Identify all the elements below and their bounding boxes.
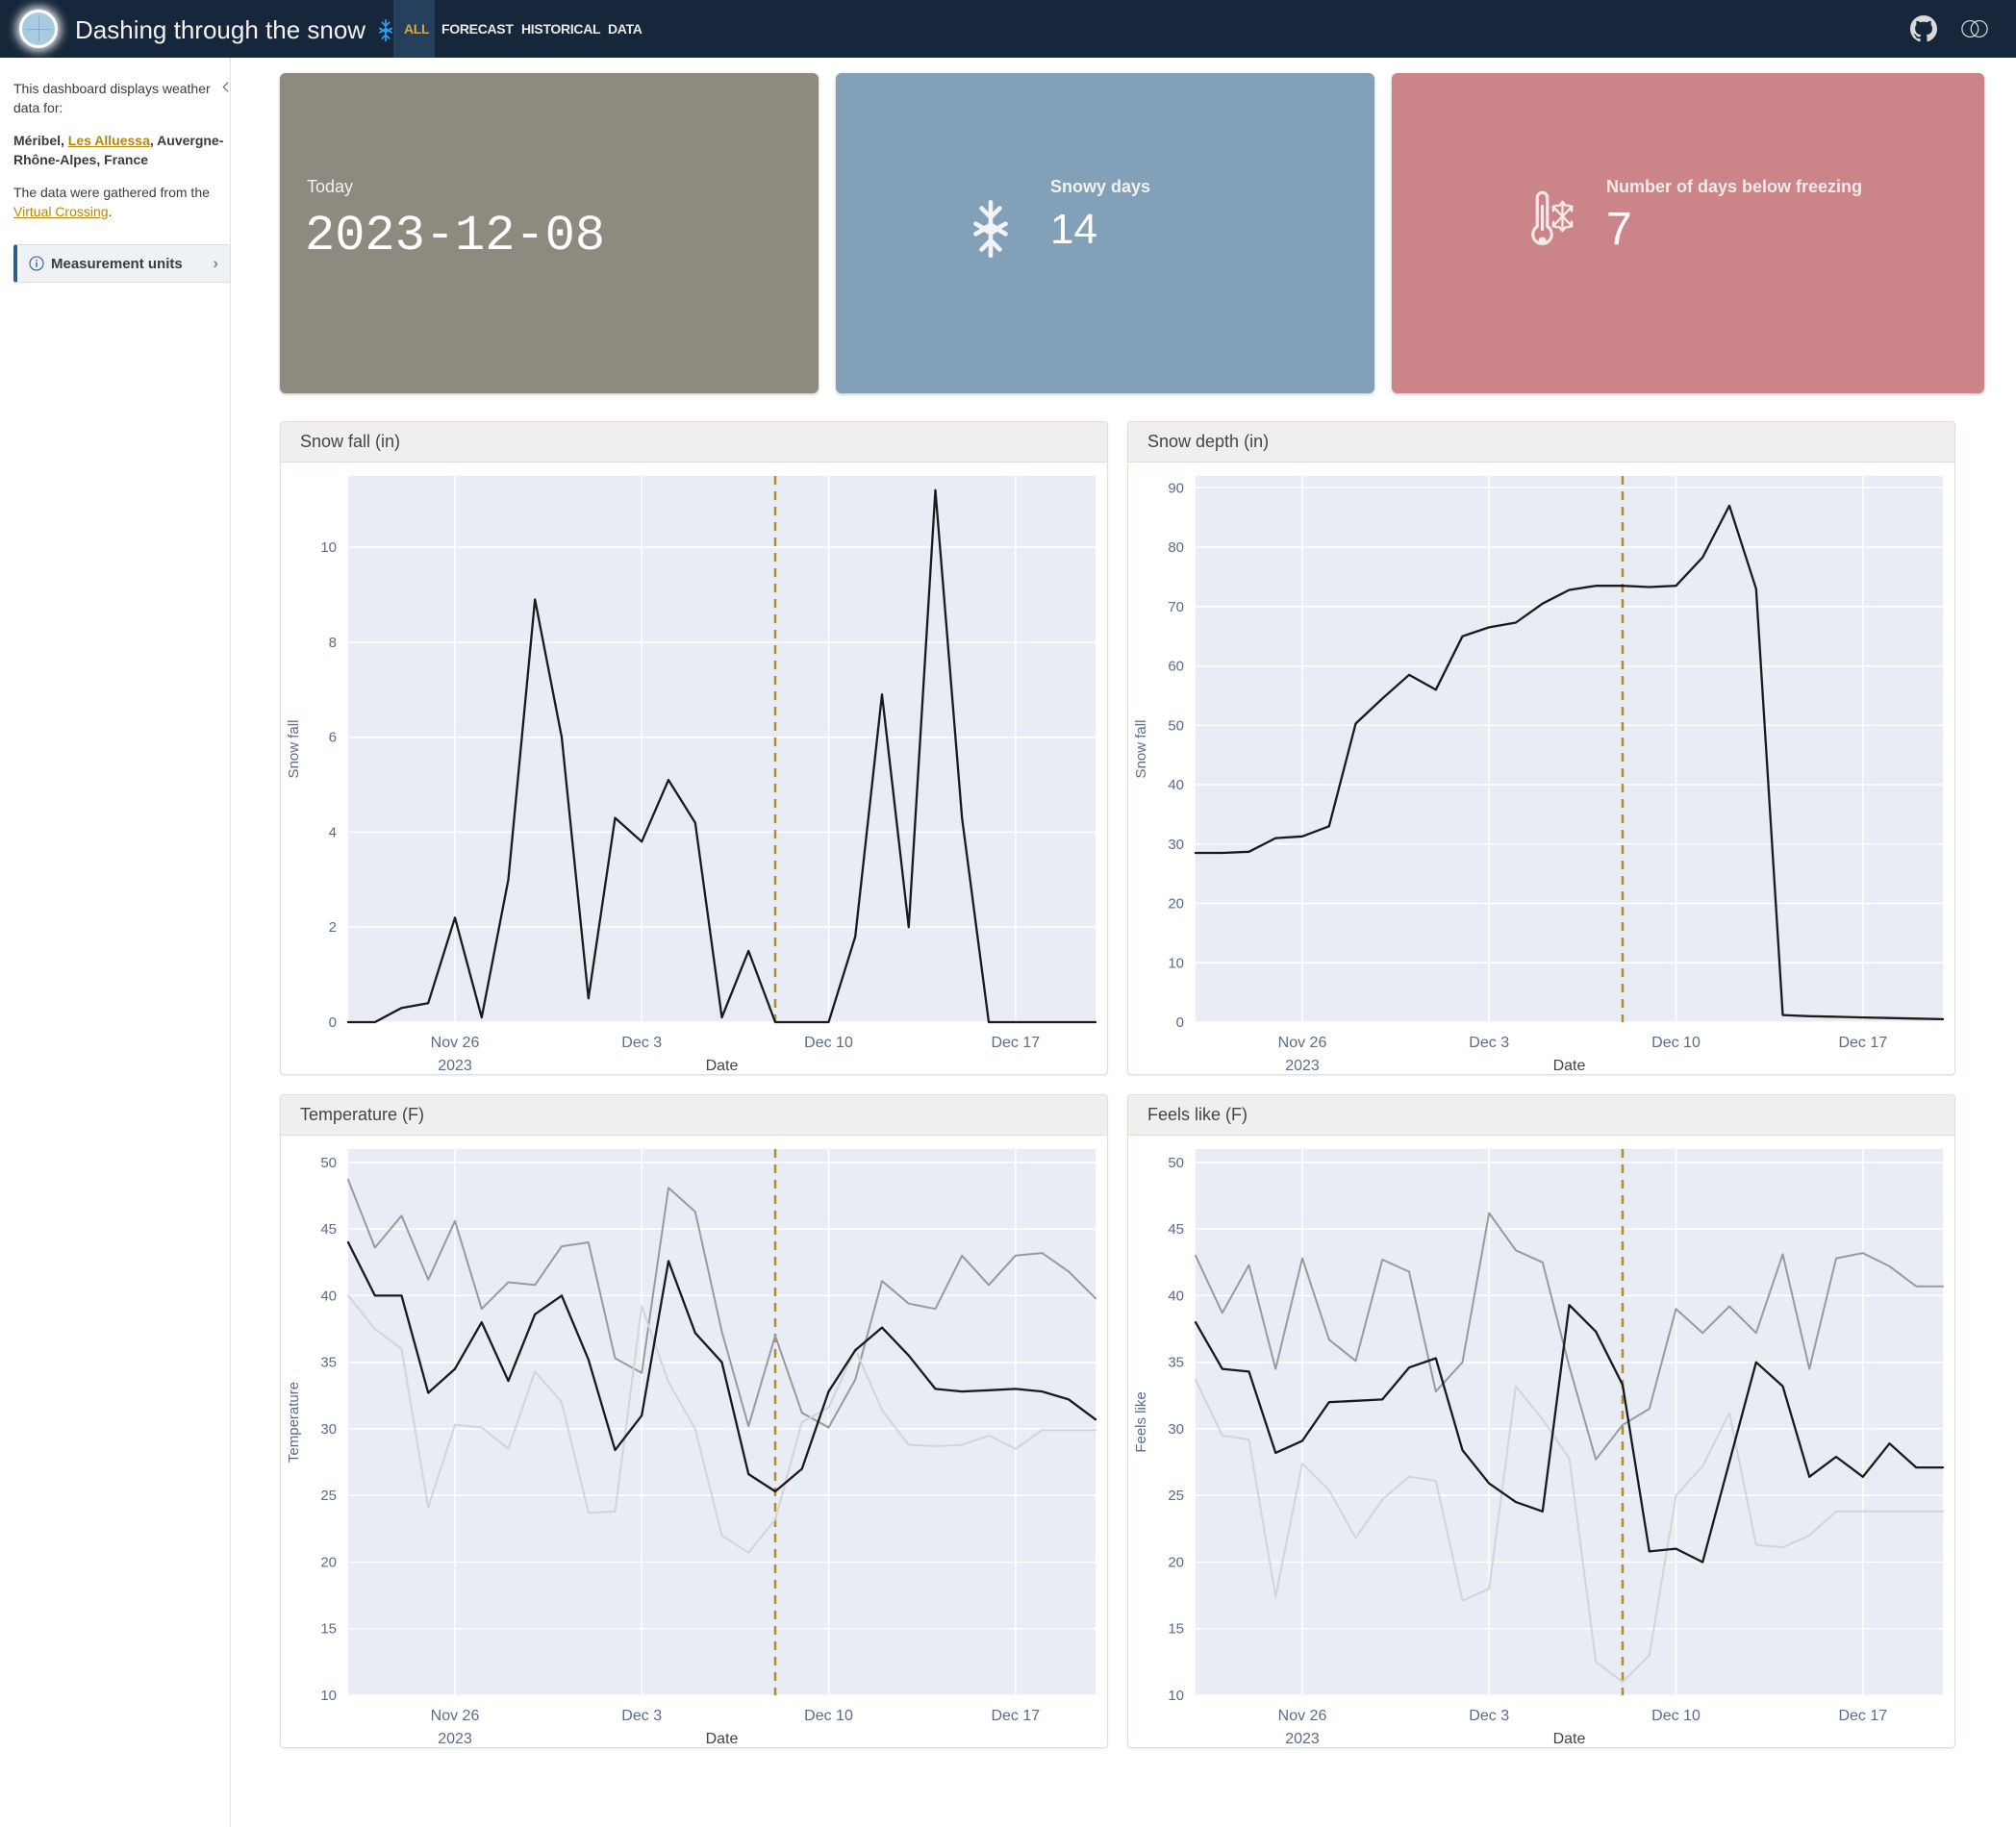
svg-text:20: 20 <box>1168 896 1184 913</box>
svg-text:60: 60 <box>1168 659 1184 675</box>
svg-text:Feels like: Feels like <box>1133 1391 1149 1452</box>
svg-text:Nov 26: Nov 26 <box>431 1708 480 1724</box>
svg-text:25: 25 <box>320 1488 337 1504</box>
svg-text:2023: 2023 <box>438 1731 472 1747</box>
svg-text:45: 45 <box>320 1221 337 1238</box>
svg-text:40: 40 <box>1168 777 1184 793</box>
svg-text:Dec 10: Dec 10 <box>1651 1035 1701 1051</box>
svg-text:8: 8 <box>329 635 337 651</box>
svg-text:45: 45 <box>1168 1221 1184 1238</box>
svg-text:10: 10 <box>320 1688 337 1704</box>
svg-text:Dec 17: Dec 17 <box>991 1708 1040 1724</box>
svg-text:Snow fall: Snow fall <box>1133 720 1149 779</box>
svg-text:Date: Date <box>1553 1058 1586 1074</box>
svg-text:2: 2 <box>329 919 337 936</box>
svg-text:Dec 17: Dec 17 <box>991 1035 1040 1051</box>
svg-text:Date: Date <box>706 1731 739 1747</box>
svg-text:Dec 3: Dec 3 <box>1469 1035 1509 1051</box>
svg-text:20: 20 <box>320 1555 337 1571</box>
svg-text:30: 30 <box>1168 837 1184 853</box>
svg-text:15: 15 <box>320 1621 337 1638</box>
svg-text:10: 10 <box>1168 1688 1184 1704</box>
svg-text:50: 50 <box>1168 1155 1184 1171</box>
svg-text:0: 0 <box>1176 1014 1184 1031</box>
svg-text:40: 40 <box>320 1288 337 1304</box>
svg-text:70: 70 <box>1168 599 1184 615</box>
svg-text:Nov 26: Nov 26 <box>431 1035 480 1051</box>
svg-text:Dec 10: Dec 10 <box>1651 1708 1701 1724</box>
svg-text:Dec 10: Dec 10 <box>804 1708 853 1724</box>
svg-text:2023: 2023 <box>1285 1058 1320 1074</box>
svg-text:Temperature: Temperature <box>286 1382 302 1463</box>
svg-text:Nov 26: Nov 26 <box>1278 1708 1327 1724</box>
svg-text:80: 80 <box>1168 539 1184 556</box>
svg-text:Nov 26: Nov 26 <box>1278 1035 1327 1051</box>
svg-text:35: 35 <box>320 1355 337 1371</box>
svg-text:90: 90 <box>1168 480 1184 496</box>
svg-text:50: 50 <box>1168 717 1184 734</box>
svg-text:20: 20 <box>1168 1555 1184 1571</box>
svg-text:Dec 17: Dec 17 <box>1838 1708 1887 1724</box>
svg-text:4: 4 <box>329 824 337 840</box>
svg-text:35: 35 <box>1168 1355 1184 1371</box>
svg-text:Snow fall: Snow fall <box>286 720 302 779</box>
svg-text:2023: 2023 <box>1285 1731 1320 1747</box>
svg-text:40: 40 <box>1168 1288 1184 1304</box>
svg-text:6: 6 <box>329 730 337 746</box>
svg-text:10: 10 <box>1168 955 1184 971</box>
svg-text:10: 10 <box>320 539 337 556</box>
svg-text:30: 30 <box>320 1421 337 1438</box>
svg-text:50: 50 <box>320 1155 337 1171</box>
svg-text:Dec 3: Dec 3 <box>1469 1708 1509 1724</box>
svg-text:Dec 3: Dec 3 <box>621 1708 662 1724</box>
svg-text:Date: Date <box>706 1058 739 1074</box>
svg-text:Date: Date <box>1553 1731 1586 1747</box>
svg-text:25: 25 <box>1168 1488 1184 1504</box>
svg-text:Dec 10: Dec 10 <box>804 1035 853 1051</box>
svg-text:15: 15 <box>1168 1621 1184 1638</box>
svg-text:30: 30 <box>1168 1421 1184 1438</box>
svg-text:Dec 3: Dec 3 <box>621 1035 662 1051</box>
svg-text:Dec 17: Dec 17 <box>1838 1035 1887 1051</box>
svg-text:2023: 2023 <box>438 1058 472 1074</box>
svg-text:0: 0 <box>329 1014 337 1031</box>
